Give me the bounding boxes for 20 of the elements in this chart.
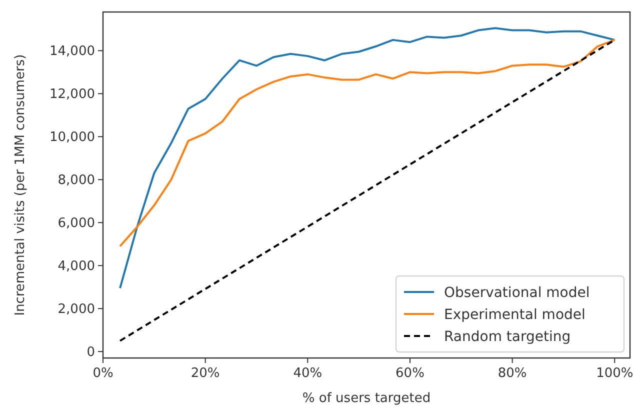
legend-label: Observational model	[444, 285, 590, 301]
y-tick-label: 4,000	[58, 259, 95, 274]
x-tick-label: 60%	[396, 366, 424, 381]
x-tick-label: 40%	[293, 366, 322, 381]
legend-label: Random targeting	[444, 329, 571, 345]
y-tick-label: 14,000	[50, 44, 95, 60]
legend-label: Experimental model	[444, 307, 586, 323]
y-tick-label: 10,000	[50, 130, 95, 146]
x-tick-label: 80%	[498, 366, 527, 381]
y-axis-title: Incremental visits (per 1MM consumers)	[13, 54, 28, 316]
y-tick-label: 2,000	[58, 302, 95, 318]
x-tick-label: 20%	[190, 366, 220, 381]
y-tick-label: 6,000	[58, 216, 95, 232]
x-tick-label: 0%	[92, 366, 114, 381]
y-tick-label: 8,000	[58, 173, 95, 188]
x-tick-label: 100%	[596, 366, 634, 381]
y-tick-label: 0	[86, 345, 95, 360]
y-tick-label: 12,000	[50, 87, 95, 102]
line-series	[119, 38, 616, 248]
x-axis-title: % of users targeted	[302, 391, 431, 406]
